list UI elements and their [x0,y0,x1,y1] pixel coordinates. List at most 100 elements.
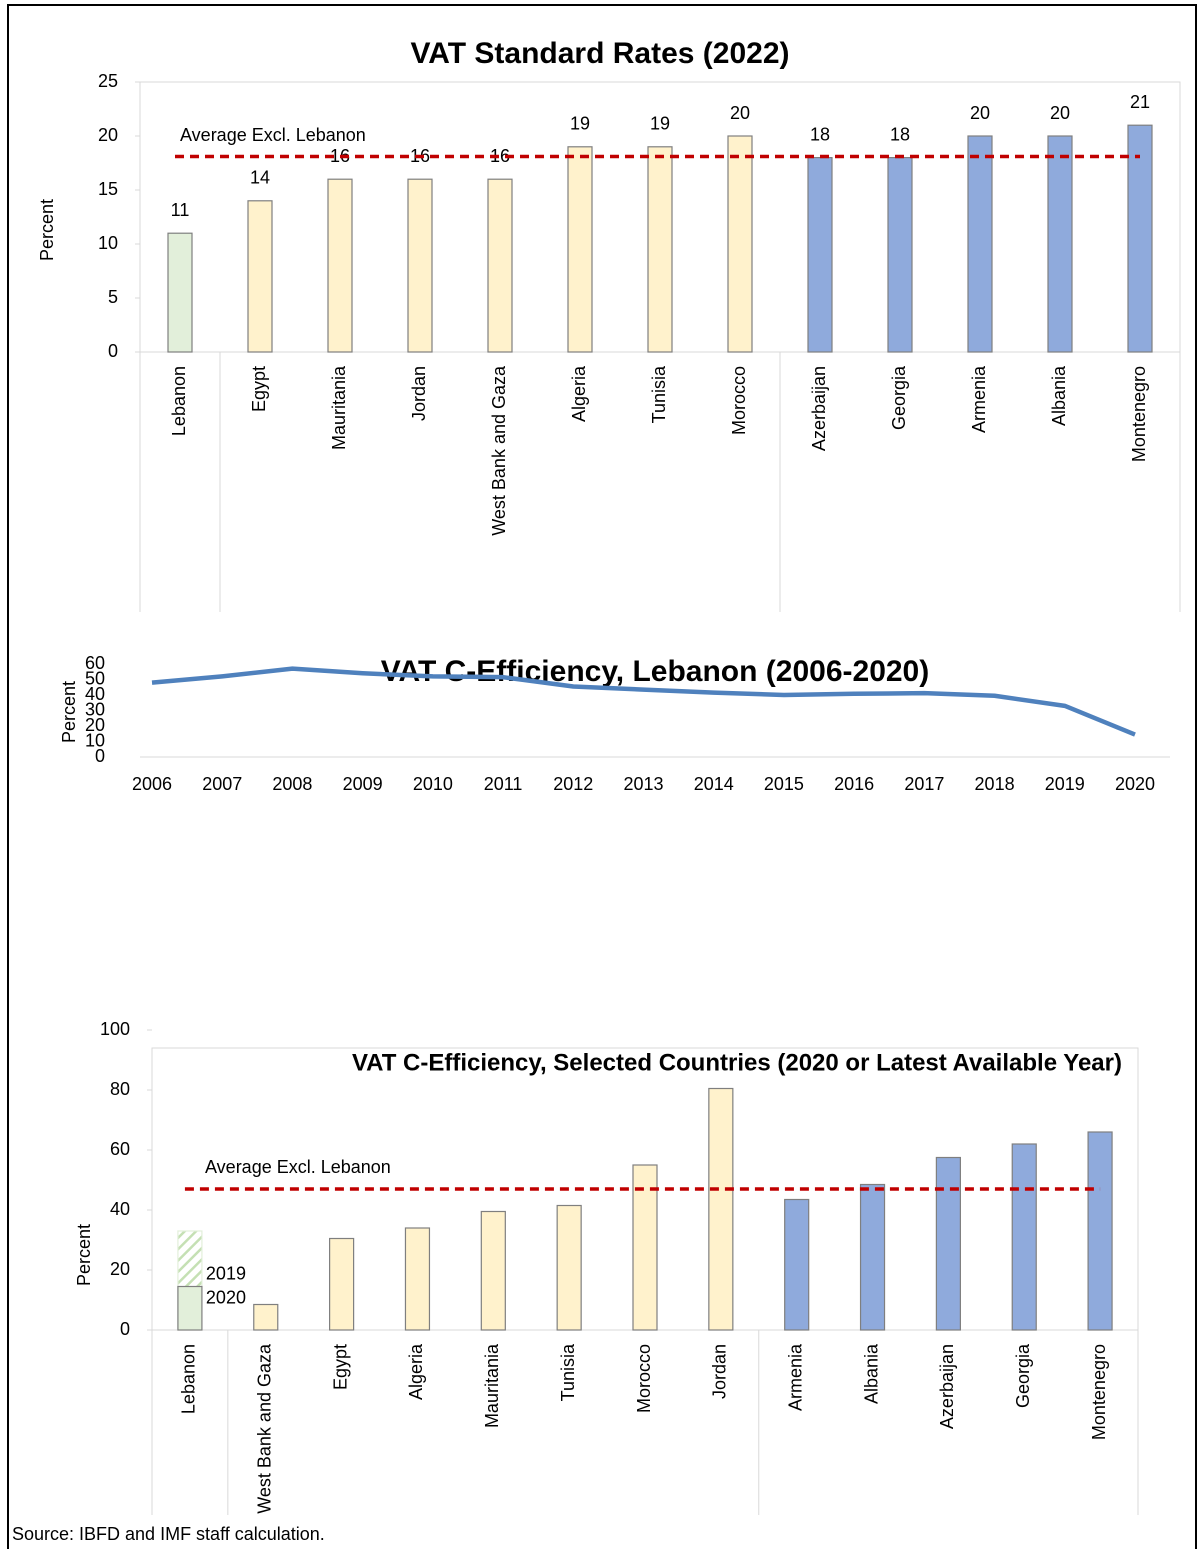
bar [967,135,993,353]
source-note: Source: IBFD and IMF staff calculation. [12,1524,325,1544]
x-tick-label: Georgia [1013,1343,1033,1408]
y-tick-label: 0 [95,746,105,766]
bar [567,146,593,353]
average-label: Average Excl. Lebanon [205,1157,391,1177]
average-label: Average Excl. Lebanon [180,125,366,145]
data-label: 20 [970,103,990,123]
bar [632,1164,658,1331]
x-tick-label: Albania [861,1343,881,1404]
y-axis-label: Percent [74,1224,94,1286]
x-tick-label: Algeria [569,365,589,422]
x-tick-label: Azerbaijan [809,366,829,451]
bar [329,1237,355,1331]
y-tick-label: 60 [110,1139,130,1159]
frame [7,4,1197,1554]
x-tick-label: 2017 [904,774,944,794]
bar [167,232,193,353]
data-label: 19 [570,114,590,134]
bar [327,178,353,353]
x-tick-label: 2013 [623,774,663,794]
y-tick-label: 10 [85,730,105,750]
x-tick-label: Morocco [729,366,749,435]
data-label: 21 [1130,92,1150,112]
y-tick-label: 40 [85,684,105,704]
x-tick-label: Armenia [785,1343,805,1411]
x-tick-label: 2014 [694,774,734,794]
x-tick-label: Azerbaijan [937,1344,957,1429]
x-tick-label: 2015 [764,774,804,794]
bar [935,1156,961,1331]
y-tick-label: 20 [98,125,118,145]
x-tick-label: 2018 [975,774,1015,794]
x-tick-label: 2011 [484,774,523,794]
chart-title: VAT C-Efficiency, Selected Countries (20… [352,1049,1122,1076]
bar [480,1210,506,1331]
bar [487,178,513,353]
y-tick-label: 0 [120,1319,130,1339]
bar [556,1204,582,1331]
x-tick-label: 2007 [202,774,242,794]
x-tick-label: 2008 [272,774,312,794]
bar [404,1227,431,1331]
data-label: 11 [171,200,190,220]
x-tick-label: Tunisia [558,1343,578,1401]
bar [253,1303,279,1331]
y-axis-label: Percent [59,681,79,743]
data-label: 16 [490,146,510,166]
data-label: 19 [650,114,670,134]
x-tick-label: Armenia [969,365,989,433]
bar [1087,1131,1113,1331]
x-tick-label: Montenegro [1129,366,1149,462]
y-tick-label: 30 [85,699,105,719]
x-tick-label: Jordan [409,366,429,421]
bar [247,200,273,353]
y-tick-label: 50 [85,668,105,688]
x-tick-label: Jordan [710,1344,730,1399]
x-tick-label: 2006 [132,774,172,794]
y-tick-label: 25 [98,71,118,91]
bar [407,178,433,353]
y-tick-label: 5 [108,287,118,307]
x-tick-label: Lebanon [169,366,189,436]
y-tick-label: 0 [108,341,118,361]
y-tick-label: 100 [100,1019,130,1039]
x-tick-label: 2010 [413,774,453,794]
bar [887,157,913,353]
data-label: 14 [250,168,270,188]
x-tick-label: Algeria [406,1343,426,1400]
bar [708,1087,734,1331]
y-tick-label: 20 [110,1259,130,1279]
y-tick-label: 15 [98,179,118,199]
bar [177,1285,203,1331]
y-tick-label: 60 [85,653,105,673]
x-tick-label: Egypt [249,366,269,412]
x-tick-label: Egypt [330,1344,350,1390]
chart-title: VAT Standard Rates (2022) [411,37,790,70]
data-label: 18 [810,124,830,144]
data-label: 18 [890,124,910,144]
x-tick-label: West Bank and Gaza [255,1343,275,1514]
bar [807,157,833,353]
bar [1047,135,1073,353]
x-tick-label: 2012 [553,774,593,794]
series-label: 2020 [206,1287,246,1307]
y-tick-label: 40 [110,1199,130,1219]
x-tick-label: 2009 [343,774,383,794]
x-tick-label: Montenegro [1089,1344,1109,1440]
x-tick-label: Morocco [634,1344,654,1413]
y-tick-label: 80 [110,1079,130,1099]
line [151,666,1136,737]
data-label: 20 [1050,103,1070,123]
series-label: 2019 [206,1264,246,1284]
bar [784,1198,810,1331]
y-tick-label: 20 [85,715,105,735]
x-tick-label: Tunisia [649,365,669,423]
bar [859,1183,886,1331]
y-axis-label: Percent [37,199,57,261]
bar [1127,124,1153,353]
x-tick-label: Albania [1049,365,1069,426]
x-tick-label: Lebanon [179,1344,199,1414]
y-tick-label: 10 [98,233,118,253]
data-label: 20 [730,103,750,123]
